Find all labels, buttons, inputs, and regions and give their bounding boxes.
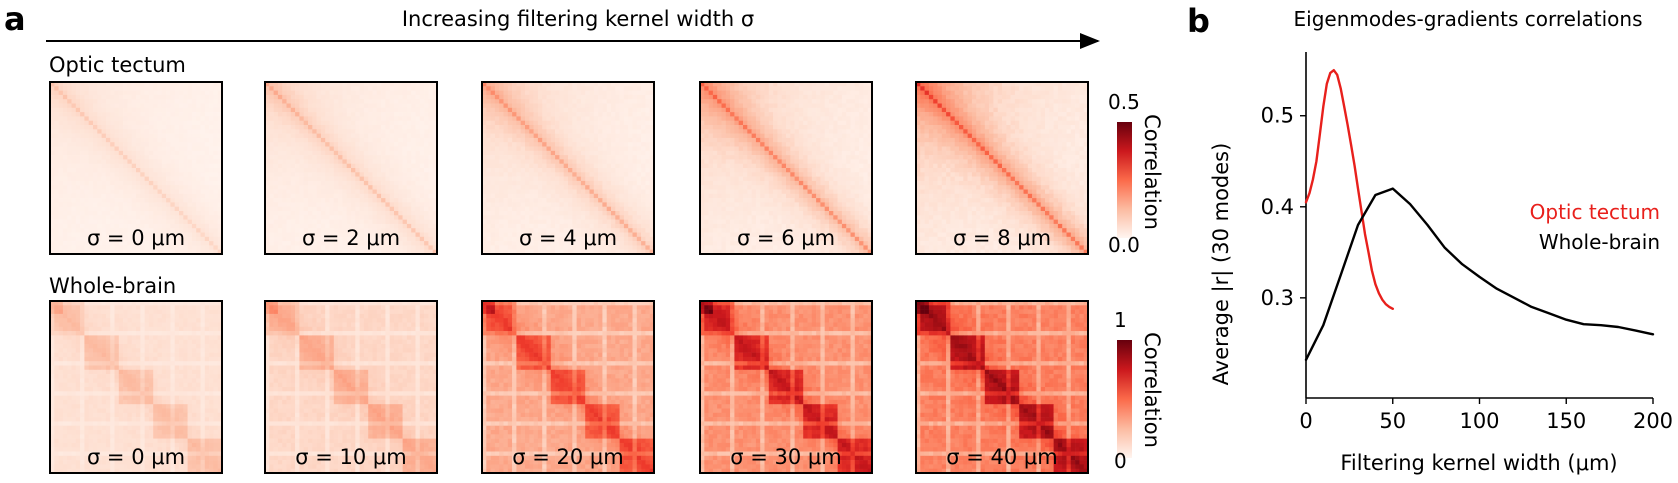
matrix-sigma-label: σ = 6 μm bbox=[737, 226, 835, 250]
matrix-frame bbox=[49, 81, 223, 255]
matrix-frame bbox=[264, 300, 438, 474]
matrix-frame bbox=[481, 300, 655, 474]
matrix-sigma-label: σ = 40 μm bbox=[946, 445, 1057, 469]
panel-a-label: a bbox=[4, 0, 26, 38]
series-whole-brain-line bbox=[1304, 187, 1655, 361]
y-axis-label: Average |r| (30 modes) bbox=[1209, 143, 1234, 386]
matrix-frame bbox=[699, 300, 873, 474]
x-axis-label: Filtering kernel width (μm) bbox=[1340, 451, 1617, 475]
y-tick-label: 0.4 bbox=[1261, 195, 1294, 219]
matrix-sigma-label: σ = 20 μm bbox=[512, 445, 623, 469]
x-tick-label: 100 bbox=[1459, 409, 1499, 433]
x-tick-label: 50 bbox=[1379, 409, 1406, 433]
matrix-whole-brain-4: σ = 40 μm bbox=[915, 300, 1089, 474]
row-title-optic-tectum: Optic tectum bbox=[49, 53, 186, 77]
x-tick-label: 150 bbox=[1546, 409, 1586, 433]
matrix-frame bbox=[915, 300, 1089, 474]
colorbar-max-whole-brain: 1 bbox=[1114, 308, 1127, 332]
matrix-optic-tectum-0: σ = 0 μm bbox=[49, 81, 223, 255]
matrix-sigma-label: σ = 2 μm bbox=[302, 226, 400, 250]
matrix-sigma-label: σ = 0 μm bbox=[87, 226, 185, 250]
matrix-sigma-label: σ = 10 μm bbox=[295, 445, 406, 469]
colorbar-min-whole-brain: 0 bbox=[1114, 449, 1127, 473]
matrix-whole-brain-1: σ = 10 μm bbox=[264, 300, 438, 474]
panel-b-label: b bbox=[1187, 2, 1210, 40]
x-tick-label: 0 bbox=[1299, 409, 1312, 433]
matrix-sigma-label: σ = 30 μm bbox=[730, 445, 841, 469]
matrix-frame bbox=[915, 81, 1089, 255]
x-tick-label: 200 bbox=[1633, 409, 1673, 433]
matrix-frame bbox=[49, 300, 223, 474]
colorbar-max-optic-tectum: 0.5 bbox=[1108, 90, 1140, 114]
matrix-optic-tectum-1: σ = 2 μm bbox=[264, 81, 438, 255]
legend-optic-tectum: Optic tectum bbox=[1530, 200, 1660, 224]
legend-whole-brain: Whole-brain bbox=[1539, 230, 1660, 254]
matrix-whole-brain-3: σ = 30 μm bbox=[699, 300, 873, 474]
matrix-optic-tectum-2: σ = 4 μm bbox=[481, 81, 655, 255]
matrix-frame bbox=[264, 81, 438, 255]
heatmap-grid: σ = 0 μm σ = 2 μm σ = 4 μm σ = 6 μm σ = 8 μm… bbox=[49, 81, 1089, 474]
colorbar-optic-tectum bbox=[1117, 122, 1132, 238]
row-title-whole-brain: Whole-brain bbox=[49, 274, 176, 298]
matrix-whole-brain-0: σ = 0 μm bbox=[49, 300, 223, 474]
colorbar-label-optic-tectum: Correlation bbox=[1140, 114, 1164, 230]
matrix-frame bbox=[699, 81, 873, 255]
matrix-optic-tectum-3: σ = 6 μm bbox=[699, 81, 873, 255]
matrix-sigma-label: σ = 8 μm bbox=[953, 226, 1051, 250]
line-chart: 0 50 100 150 200 0.3 0.4 0.5 bbox=[1261, 52, 1673, 433]
colorbar-whole-brain bbox=[1117, 340, 1132, 458]
matrix-optic-tectum-4: σ = 8 μm bbox=[915, 81, 1089, 255]
series-optic-tectum-line bbox=[1304, 68, 1395, 310]
colorbar-label-whole-brain: Correlation bbox=[1140, 332, 1164, 448]
matrix-sigma-label: σ = 4 μm bbox=[519, 226, 617, 250]
matrix-whole-brain-2: σ = 20 μm bbox=[481, 300, 655, 474]
matrix-sigma-label: σ = 0 μm bbox=[87, 445, 185, 469]
matrix-frame bbox=[481, 81, 655, 255]
colorbar-min-optic-tectum: 0.0 bbox=[1108, 233, 1140, 257]
y-tick-label: 0.5 bbox=[1261, 104, 1294, 128]
panel-b-title: Eigenmodes-gradients correlations bbox=[1294, 7, 1643, 31]
y-tick-label: 0.3 bbox=[1261, 286, 1294, 310]
arrow-label: Increasing filtering kernel width σ bbox=[402, 7, 754, 31]
